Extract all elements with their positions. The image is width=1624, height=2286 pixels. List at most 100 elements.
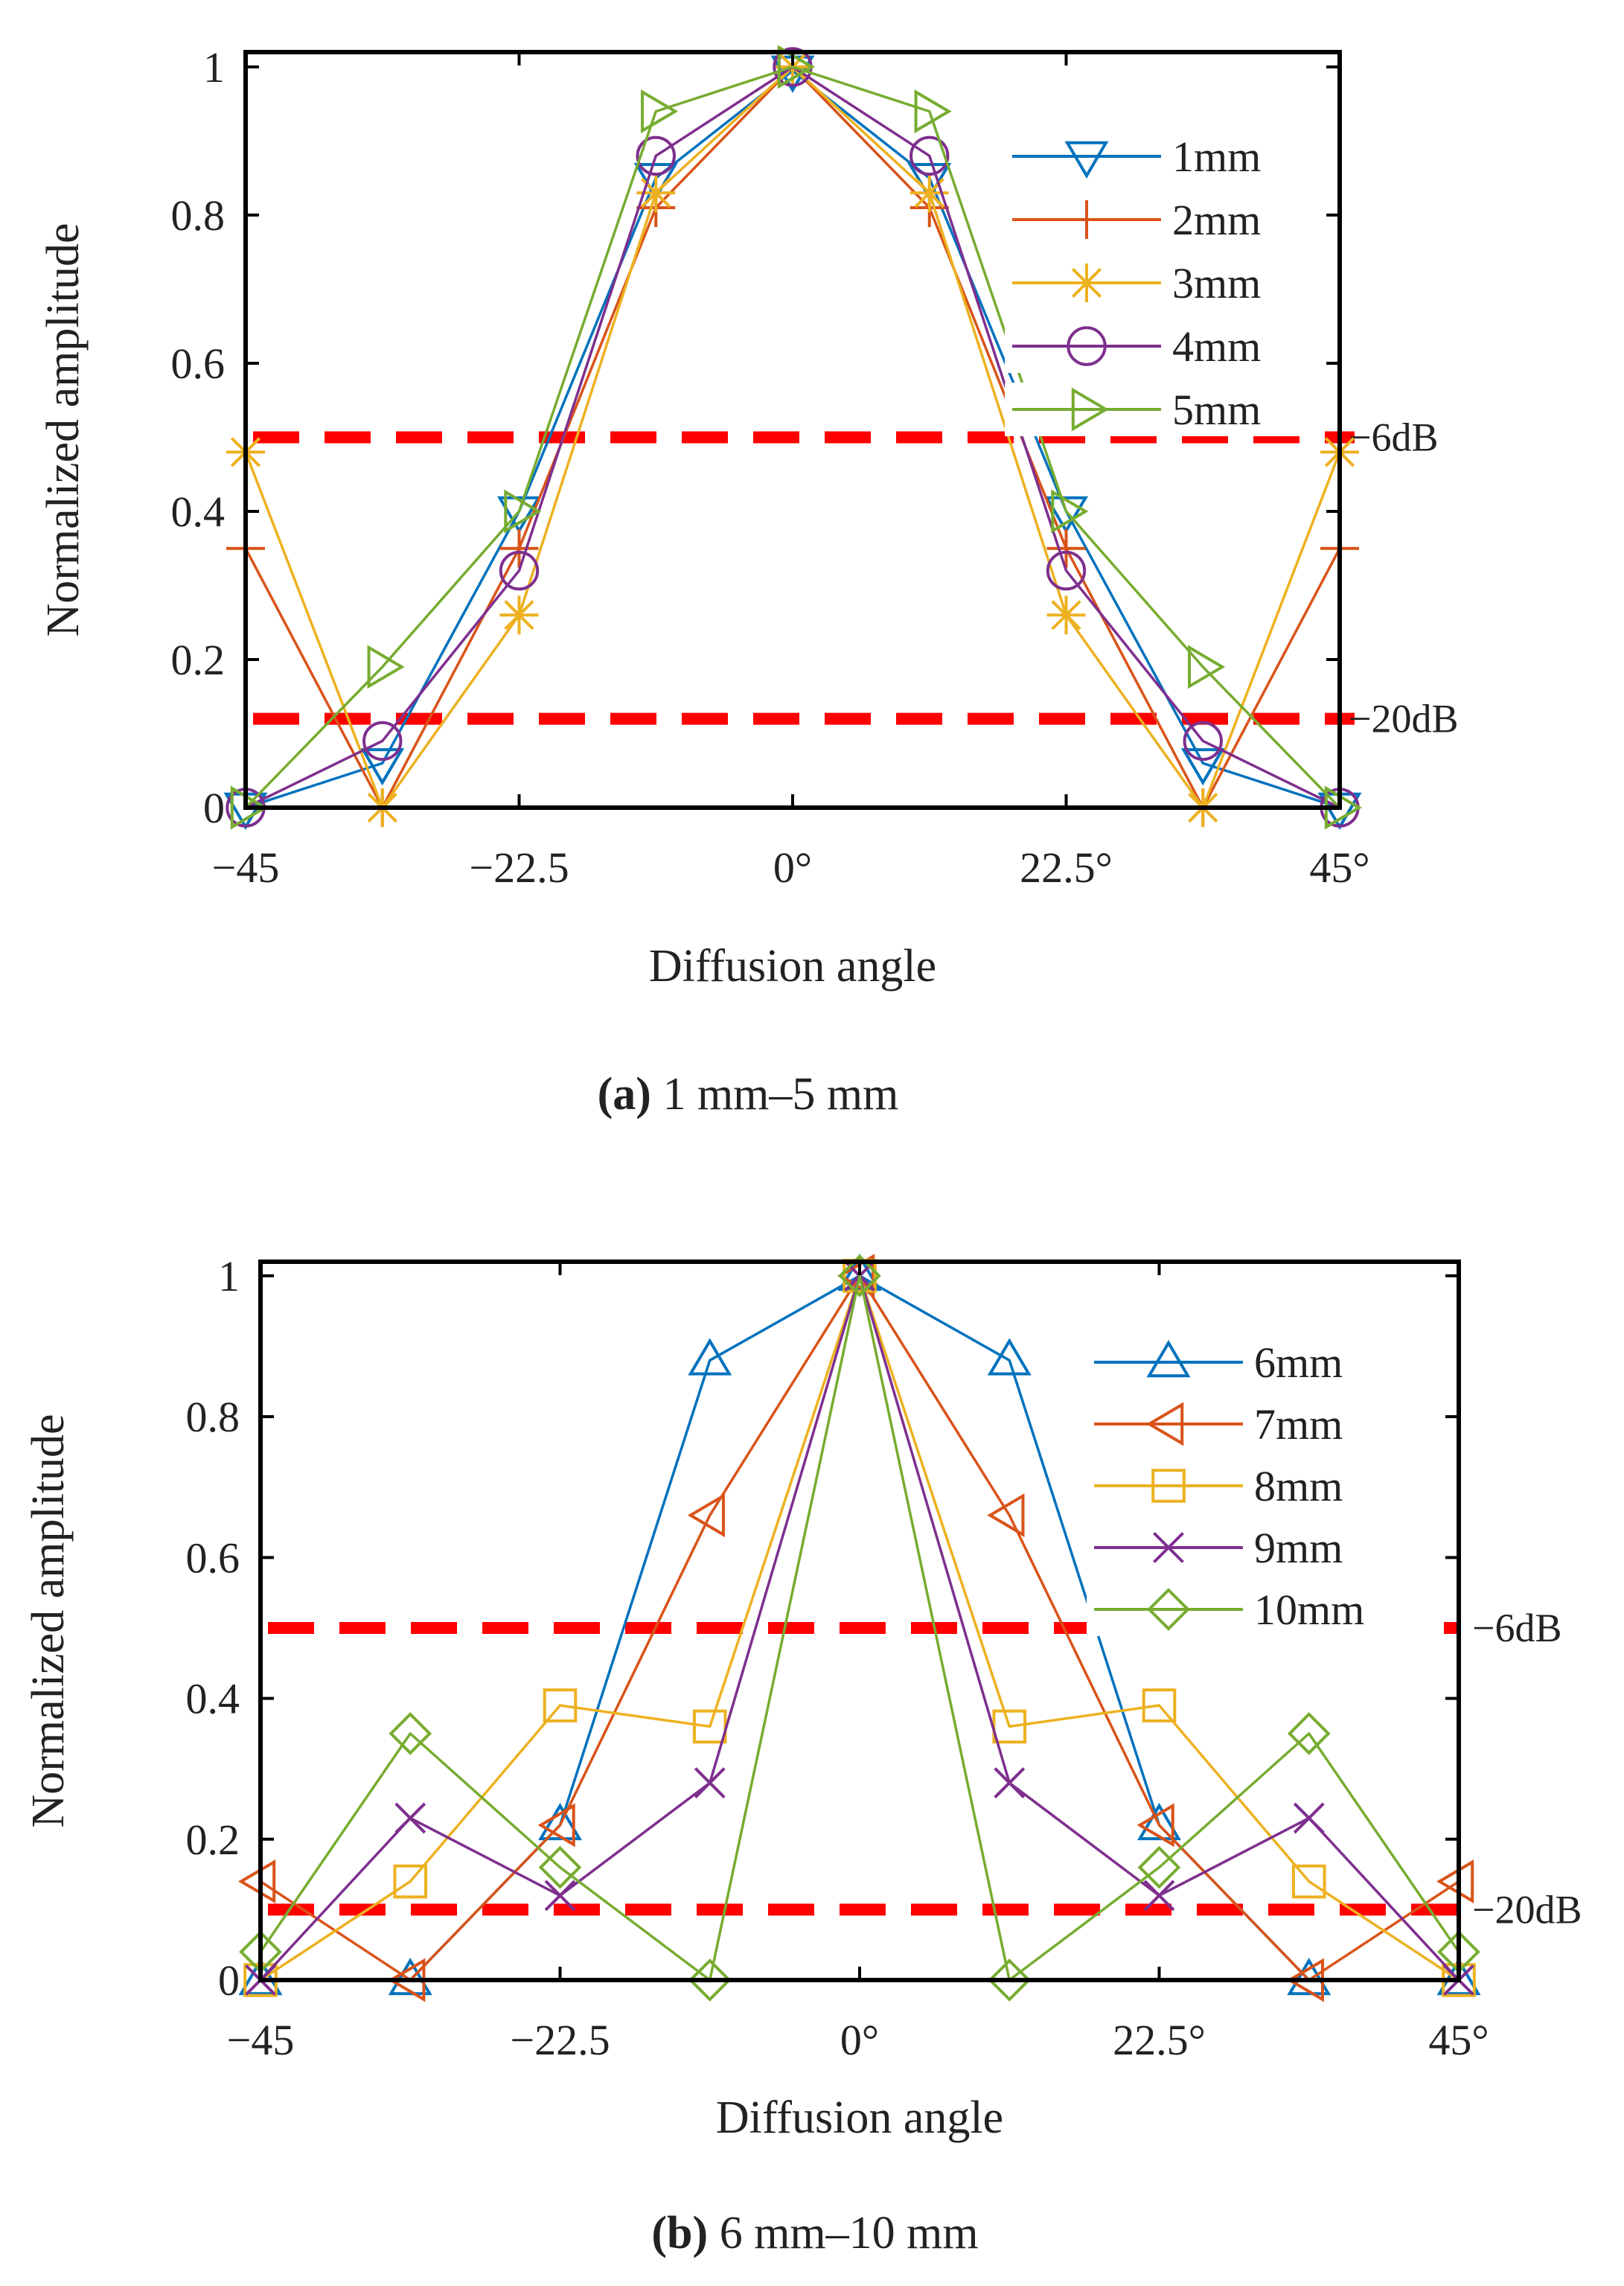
data-point-4mm (499, 550, 540, 591)
legend-marker-5mm (1071, 387, 1109, 432)
data-point-3mm (499, 596, 539, 635)
x-tick-label: 0° (773, 843, 812, 892)
y-tick-label: 1 (203, 43, 225, 92)
data-point-5mm (367, 645, 405, 689)
chart-panel-a: −6dB −20dB −45 −22.5 0° 22.5° 45° 0 0.2 0.4 0.6 0.8… (38, 43, 1458, 1120)
legend-label-9mm: 9mm (1254, 1524, 1343, 1572)
data-point-5mm (777, 45, 815, 89)
data-point-6mm (1436, 1958, 1481, 1996)
data-point-6mm (688, 1338, 732, 1376)
figure-caption: (a) 1 mm–5 mm (598, 1069, 899, 1120)
x-tick-label: 22.5° (1113, 2016, 1206, 2064)
legend-marker-7mm (1146, 1402, 1184, 1446)
x-tick-label: 45° (1309, 843, 1369, 892)
legend-marker-9mm (1153, 1532, 1184, 1563)
legend-marker-2mm (1067, 200, 1106, 239)
legend-marker-8mm (1151, 1469, 1186, 1503)
data-point-7mm (987, 1493, 1025, 1538)
x-tick-label: 22.5° (1020, 843, 1113, 892)
data-point-1mm (1044, 496, 1088, 534)
data-point-8mm (393, 1864, 428, 1899)
data-point-9mm (1143, 1880, 1175, 1912)
x-tick-label: 0° (840, 2016, 879, 2064)
legend: 1mm 2mm 3mm 4mm 5mm (1005, 130, 1310, 436)
data-point-6mm (388, 1958, 432, 1996)
caption-panel-label: (a) (598, 1069, 651, 1120)
data-point-4mm (362, 721, 403, 762)
y-axis-label: Normalized amplitude (23, 1414, 74, 1827)
data-point-10mm (538, 1845, 582, 1889)
data-point-7mm (687, 1493, 725, 1538)
y-tick-label: 0.2 (186, 1816, 240, 1864)
reference-line-label: −20dB (1349, 697, 1458, 741)
y-tick-label: 0.2 (171, 636, 226, 684)
reference-line-label: −6dB (1349, 415, 1438, 459)
y-tick-label: 0.4 (171, 488, 226, 536)
data-point-7mm (537, 1803, 575, 1848)
data-point-6mm (837, 1253, 882, 1292)
legend-marker-4mm (1067, 326, 1107, 366)
data-point-8mm (692, 1709, 727, 1744)
data-point-2mm (1046, 529, 1086, 568)
data-point-6mm (1287, 1958, 1332, 1996)
data-point-9mm (994, 1767, 1026, 1799)
data-point-1mm (497, 496, 541, 534)
data-point-3mm (636, 173, 676, 213)
legend-label-4mm: 4mm (1172, 322, 1261, 371)
data-point-6mm (987, 1338, 1032, 1376)
data-point-4mm (1183, 721, 1223, 762)
reference-line-label: −6dB (1472, 1606, 1561, 1650)
y-tick-label: 0 (203, 784, 225, 832)
data-point-10mm (1287, 1712, 1331, 1755)
data-point-1mm (1180, 748, 1225, 786)
legend-label-7mm: 7mm (1254, 1400, 1343, 1449)
x-tick-label: −45 (227, 2016, 295, 2064)
data-point-7mm (1436, 1859, 1474, 1904)
x-axis-label: Diffusion angle (649, 941, 936, 992)
data-point-8mm (543, 1688, 578, 1723)
y-tick-label: 0.8 (171, 191, 226, 240)
data-point-3mm (1046, 596, 1086, 635)
data-point-9mm (1293, 1802, 1325, 1834)
reference-line-label: −20dB (1472, 1887, 1582, 1932)
y-tick-label: 1 (218, 1252, 240, 1300)
data-point-9mm (694, 1767, 726, 1799)
data-point-8mm (1291, 1864, 1326, 1899)
y-tick-label: 0 (218, 1956, 240, 2005)
data-point-3mm (909, 173, 949, 213)
data-point-5mm (641, 89, 679, 134)
legend-label-3mm: 3mm (1172, 259, 1261, 307)
data-point-6mm (238, 1958, 283, 1996)
data-point-5mm (1188, 645, 1226, 689)
data-point-10mm (688, 1958, 732, 2002)
legend-marker-1mm (1064, 141, 1109, 179)
data-point-1mm (633, 162, 678, 201)
data-point-7mm (238, 1859, 276, 1904)
x-tick-label: −22.5 (510, 2016, 610, 2064)
figure-caption: (b) 6 mm–10 mm (651, 2208, 978, 2258)
x-tick-label: −45 (212, 843, 280, 892)
y-axis-label: Normalized amplitude (38, 223, 89, 636)
legend: 6mm 7mm 8mm 9mm 10mm (1087, 1335, 1444, 1636)
data-point-9mm (544, 1880, 576, 1912)
x-tick-label: 45° (1428, 2016, 1489, 2064)
data-point-6mm (538, 1802, 582, 1841)
y-tick-label: 0.6 (186, 1533, 240, 1582)
legend-label-8mm: 8mm (1254, 1462, 1343, 1510)
data-point-7mm (1137, 1803, 1174, 1848)
legend-label-10mm: 10mm (1254, 1586, 1364, 1634)
data-point-4mm (909, 135, 950, 176)
data-point-1mm (907, 162, 952, 201)
legend-label-5mm: 5mm (1172, 386, 1261, 434)
chart-panel-b: −6dB −20dB −45 −22.5 0° 22.5° 45° 0 0.2 0.4 0.6 0.8… (23, 1252, 1582, 2258)
x-axis-label: Diffusion angle (716, 2092, 1003, 2143)
y-tick-label: 0.6 (171, 339, 226, 388)
data-point-5mm (1051, 489, 1089, 534)
legend-marker-10mm (1147, 1588, 1190, 1631)
data-point-8mm (1142, 1688, 1177, 1723)
y-tick-label: 0.4 (186, 1675, 240, 1723)
legend-label-1mm: 1mm (1172, 133, 1261, 181)
data-point-10mm (1137, 1845, 1181, 1889)
x-tick-label: −22.5 (469, 843, 569, 892)
